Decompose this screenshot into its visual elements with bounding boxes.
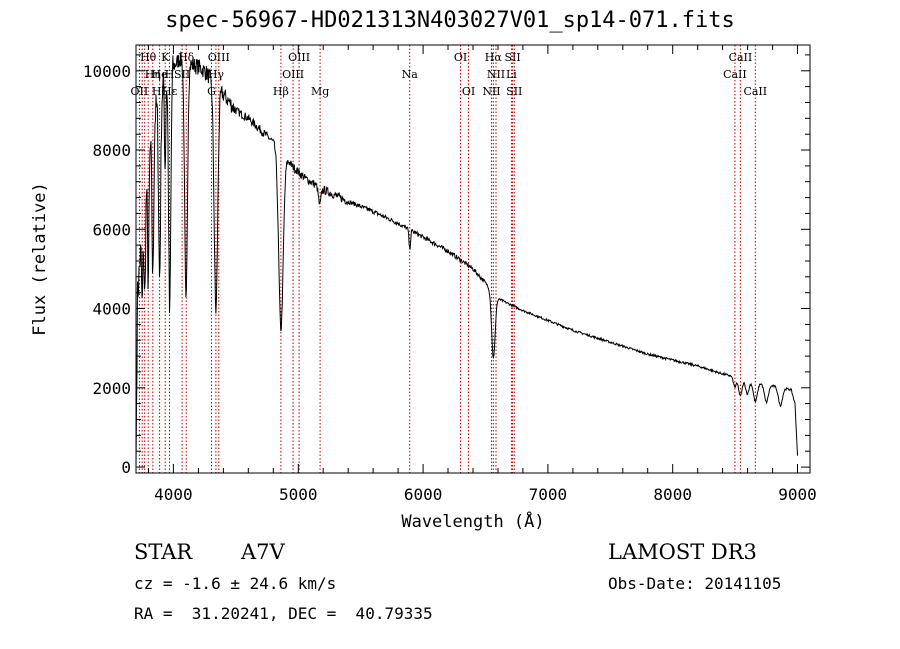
y-tick-label: 0 <box>121 458 131 477</box>
line-label: CaII <box>723 68 747 81</box>
line-label: OI <box>454 51 467 64</box>
line-label: OIII <box>288 51 310 64</box>
x-tick-label: 4000 <box>154 485 193 504</box>
obs-date: Obs-Date: 20141105 <box>608 574 782 593</box>
x-axis-label: Wavelength (Å) <box>401 510 544 532</box>
line-label: K <box>161 51 170 64</box>
y-tick-label: 4000 <box>92 300 131 319</box>
x-tick-label: 6000 <box>404 485 443 504</box>
line-label: He <box>152 68 168 81</box>
line-label: Mg <box>311 85 329 98</box>
chart-title: spec-56967-HD021313N403027V01_sp14-071.f… <box>165 8 735 33</box>
x-tick-label: 5000 <box>279 485 318 504</box>
line-label: Hε <box>162 85 178 98</box>
line-label: OI <box>462 85 475 98</box>
y-tick-label: 6000 <box>92 220 131 239</box>
line-label: Hγ <box>208 68 225 81</box>
line-label: NII <box>487 68 505 81</box>
plot-axes: 4000 5000 6000 7000 8000 9000 0 2000 4000 6000 800… <box>30 44 817 532</box>
line-label: Hθ <box>140 51 157 64</box>
line-label: CaII <box>729 51 753 64</box>
line-label: SII <box>504 51 520 64</box>
line-label: Hδ <box>178 51 195 64</box>
line-label: Hα <box>485 51 503 64</box>
y-axis-label: Flux (relative) <box>30 182 50 336</box>
line-label: Hη <box>145 68 161 81</box>
coordinates: RA = 31.20241, DEC = 40.79335 <box>134 604 433 623</box>
spectrum-line <box>135 51 798 468</box>
line-label: Li <box>506 68 517 81</box>
x-tick-label: 7000 <box>529 485 568 504</box>
line-label: SII <box>174 68 190 81</box>
line-label: Hβ <box>273 85 289 98</box>
line-label: H <box>165 68 175 81</box>
y-tick-label: 8000 <box>92 141 131 160</box>
y-tick-label: 2000 <box>92 379 131 398</box>
cz-value: cz = -1.6 ± 24.6 km/s <box>134 574 337 593</box>
line-label: G <box>207 85 216 98</box>
line-label: OIII <box>282 68 304 81</box>
line-label: OIII <box>208 51 230 64</box>
plot-frame <box>135 44 811 474</box>
object-class: STAR <box>134 540 193 564</box>
line-label: SII <box>506 85 522 98</box>
line-markers <box>138 45 756 473</box>
x-tick-label: 8000 <box>653 485 692 504</box>
survey-name: LAMOST DR3 <box>608 540 757 564</box>
object-subclass: A7V <box>241 540 285 564</box>
line-label: NII <box>482 85 500 98</box>
line-label: Na <box>402 68 419 81</box>
spectrum-series <box>135 51 798 468</box>
line-label: OII <box>131 85 149 98</box>
y-tick-label: 10000 <box>83 62 131 81</box>
line-label: Hζ <box>152 85 168 98</box>
line-label: CaII <box>743 85 767 98</box>
x-tick-label: 9000 <box>778 485 817 504</box>
